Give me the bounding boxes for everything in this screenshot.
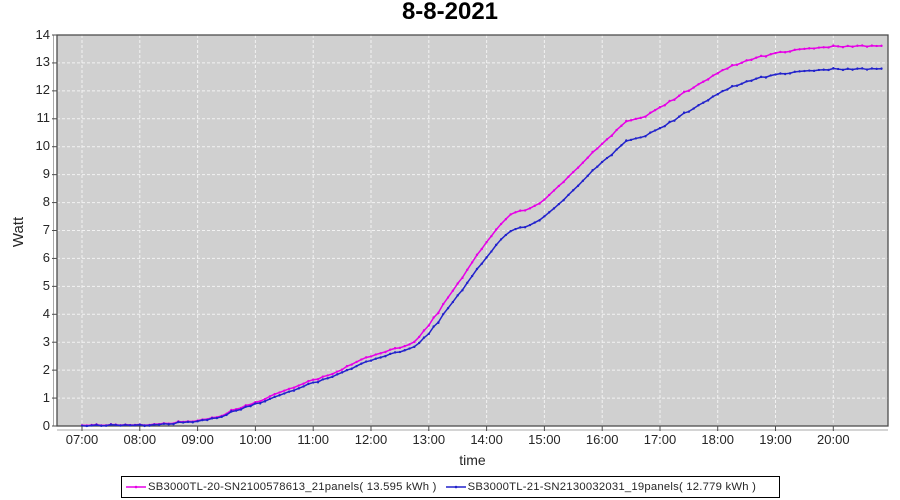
svg-text:16:00: 16:00 — [586, 432, 619, 447]
svg-text:13: 13 — [36, 54, 50, 69]
svg-text:11: 11 — [37, 110, 51, 125]
svg-text:17:00: 17:00 — [644, 432, 677, 447]
svg-text:08:00: 08:00 — [124, 432, 157, 447]
svg-text:07:00: 07:00 — [66, 432, 99, 447]
svg-text:12: 12 — [36, 82, 50, 97]
svg-text:2: 2 — [43, 362, 50, 377]
svg-text:19:00: 19:00 — [759, 432, 792, 447]
svg-text:10:00: 10:00 — [239, 432, 272, 447]
svg-text:14: 14 — [36, 27, 50, 42]
svg-text:8: 8 — [43, 194, 50, 209]
svg-text:10: 10 — [36, 138, 50, 153]
svg-text:12:00: 12:00 — [355, 432, 388, 447]
svg-text:5: 5 — [43, 278, 50, 293]
svg-text:6: 6 — [43, 250, 50, 265]
svg-text:18:00: 18:00 — [701, 432, 734, 447]
svg-text:3: 3 — [43, 334, 50, 349]
svg-text:20:00: 20:00 — [817, 432, 850, 447]
svg-text:11:00: 11:00 — [297, 432, 329, 447]
svg-text:15:00: 15:00 — [528, 432, 561, 447]
svg-text:9: 9 — [43, 166, 50, 181]
svg-text:13:00: 13:00 — [413, 432, 446, 447]
svg-text:09:00: 09:00 — [181, 432, 214, 447]
svg-text:0: 0 — [43, 418, 50, 433]
svg-text:14:00: 14:00 — [470, 432, 503, 447]
svg-text:1: 1 — [43, 390, 50, 405]
svg-text:7: 7 — [43, 222, 50, 237]
svg-text:4: 4 — [43, 306, 50, 321]
